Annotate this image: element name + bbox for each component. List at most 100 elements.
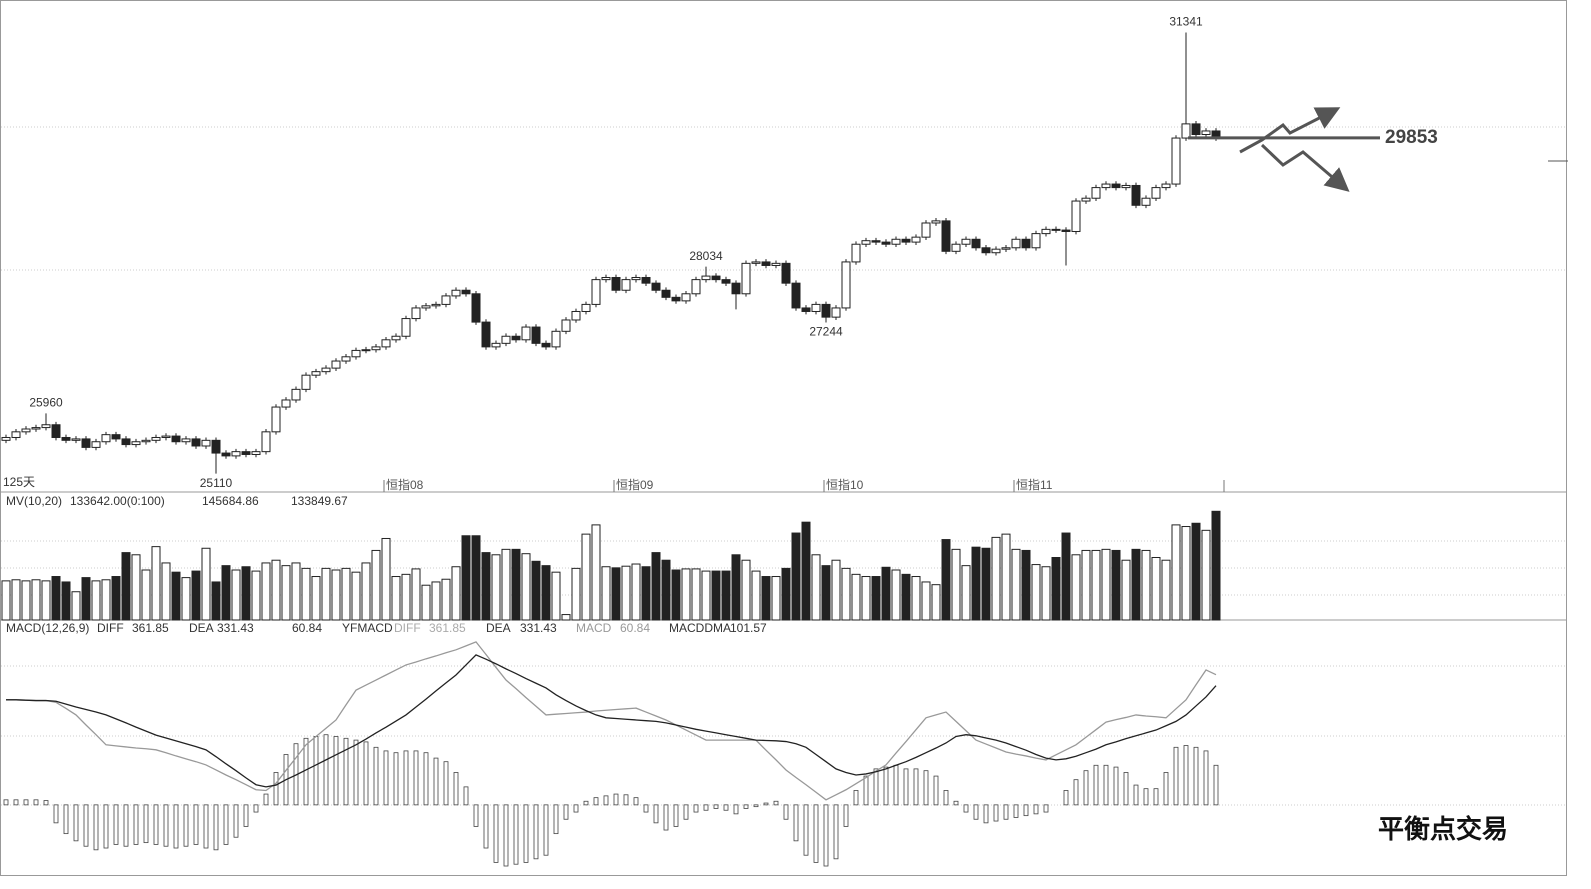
volume-bar — [221, 565, 231, 621]
volume-bar — [821, 565, 831, 621]
macd-bar — [263, 793, 269, 806]
candle-body — [131, 441, 141, 446]
macd-bar — [1003, 804, 1009, 820]
volume-bar — [171, 571, 181, 621]
volume-bar — [961, 565, 971, 621]
volume-bar — [271, 559, 281, 621]
candle-body — [721, 279, 731, 284]
macd-bar — [63, 804, 69, 835]
macd-bar — [383, 750, 389, 806]
candle-body — [851, 243, 861, 263]
macd-bar — [583, 800, 589, 806]
candle-body — [1071, 200, 1081, 232]
macd-bar — [763, 802, 769, 806]
candle-body — [1161, 183, 1171, 189]
volume-bar — [791, 532, 801, 621]
macd-bar — [933, 775, 939, 806]
macd-bar — [883, 766, 889, 806]
volume-bar — [281, 565, 291, 621]
volume-bar — [501, 548, 511, 621]
macd-bar — [273, 772, 279, 806]
macd-bar — [1183, 745, 1189, 806]
macd-bar — [1153, 788, 1159, 806]
macd-bar — [363, 741, 369, 806]
candle-body — [581, 303, 591, 312]
volume-bar — [21, 580, 31, 621]
volume-bar — [1051, 557, 1061, 621]
macd-bar — [303, 737, 309, 806]
candle-body — [191, 438, 201, 447]
macd-bar — [543, 804, 549, 856]
volume-bar — [1211, 510, 1221, 621]
panel-header: 133642.00(0:100) — [70, 494, 165, 508]
volume-bar — [571, 567, 581, 621]
volume-bar — [291, 562, 301, 621]
macd-bar — [563, 804, 569, 820]
macd-bar — [433, 757, 439, 806]
volume-bar — [91, 580, 101, 621]
candle-body — [671, 296, 681, 302]
candle-body — [531, 326, 541, 344]
macd-bar — [943, 790, 949, 806]
volume-bar — [101, 579, 111, 621]
macd-bar — [103, 804, 109, 849]
macd-bar — [633, 797, 639, 806]
volume-bar — [881, 566, 891, 621]
candle-body — [271, 406, 281, 433]
macd-bar — [803, 804, 809, 856]
candle-body — [541, 342, 551, 348]
candle-body — [861, 240, 871, 245]
macd-bar — [53, 804, 59, 824]
candle-body — [551, 330, 561, 348]
candle-body — [111, 434, 121, 440]
volume-bar — [151, 546, 161, 621]
volume-bar — [1151, 557, 1161, 621]
caption: 平衡点交易 — [1378, 814, 1508, 844]
volume-bar — [771, 576, 781, 621]
panel-header: DIFF — [97, 621, 124, 635]
candle-body — [41, 424, 51, 429]
candle-body — [31, 427, 41, 430]
x-tick-label: 恒指09 — [616, 477, 654, 492]
macd-bar — [1123, 772, 1129, 806]
volume-bar — [351, 571, 361, 621]
volume-bar — [951, 548, 961, 621]
macd-bar — [713, 804, 719, 809]
candle-body — [501, 335, 511, 344]
macd-bar — [493, 804, 499, 863]
candle-body — [171, 435, 181, 443]
macd-bar — [643, 804, 649, 813]
candle-body — [821, 303, 831, 318]
macd-bar — [853, 790, 859, 806]
macd-bar — [523, 804, 529, 863]
macd-bar — [783, 804, 789, 820]
volume-bar — [321, 567, 331, 621]
macd-bar — [1013, 804, 1019, 818]
volume-bar — [931, 584, 941, 621]
macd-bar — [453, 772, 459, 806]
extreme-label: 31341 — [1169, 15, 1203, 29]
volume-bar — [1121, 559, 1131, 621]
macd-bar — [1073, 779, 1079, 806]
candle-body — [161, 435, 171, 438]
candle-body — [1131, 184, 1141, 206]
panel-header: 60.84 — [620, 621, 650, 635]
macd-bar — [13, 799, 19, 806]
macd-bar — [1113, 766, 1119, 806]
panel-header: DEA — [486, 621, 511, 635]
candle-body — [981, 247, 991, 254]
panel-header: MACDDMA — [669, 621, 731, 635]
candle-body — [251, 451, 261, 455]
macd-bar — [403, 750, 409, 806]
macd-bar — [153, 804, 159, 845]
macd-bar — [143, 804, 149, 844]
macd-bar — [1023, 804, 1029, 817]
candle-body — [1111, 183, 1121, 189]
volume-bar — [421, 584, 431, 621]
volume-bar — [981, 547, 991, 621]
macd-bar — [73, 804, 79, 842]
candle-body — [1011, 238, 1021, 249]
volume-bar — [451, 566, 461, 621]
volume-bar — [331, 569, 341, 621]
candle-body — [21, 428, 31, 433]
